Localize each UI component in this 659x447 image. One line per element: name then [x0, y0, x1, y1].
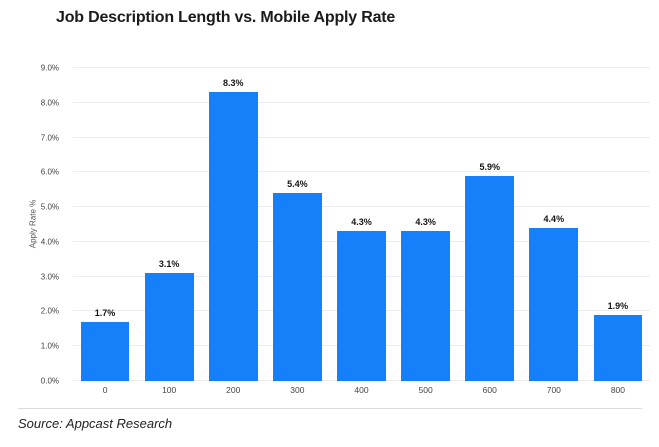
bar-value-label: 5.4%: [287, 179, 308, 190]
gridline: [73, 67, 650, 68]
bar-slot: 4.3%: [329, 68, 393, 381]
bar-value-label: 5.9%: [479, 161, 500, 172]
bar-slot: 1.7%: [73, 68, 137, 381]
bars-container: 1.7% 3.1% 8.3% 5.4% 4.3% 4.3% 5.9% 4.4% 1.9%: [73, 68, 650, 381]
bar: 1.9%: [593, 301, 643, 381]
x-tick-label: 300: [290, 385, 305, 395]
x-tick-label: 100: [162, 385, 177, 395]
bar-value-label: 1.9%: [607, 300, 629, 311]
bar: 4.3%: [337, 217, 386, 381]
x-axis-ticks: 0 100 200 300 400 500 600 700 800: [73, 385, 650, 395]
bar-value-label: 4.3%: [351, 217, 372, 228]
y-axis-ticks: 0.0% 1.0% 2.0% 3.0% 4.0% 5.0% 6.0% 7.0% 8.0% 9.0%: [0, 64, 66, 386]
bar-slot: 4.3%: [394, 68, 458, 381]
bar: 4.4%: [529, 214, 579, 381]
x-tick-label: 500: [418, 385, 433, 395]
chart-title: Job Description Length vs. Mobile Apply …: [56, 9, 396, 26]
gridline: [73, 206, 650, 208]
y-tick-label: 2.0%: [40, 306, 59, 316]
bar-slot: 8.3%: [201, 68, 265, 381]
x-tick-label: 800: [610, 385, 626, 395]
bar: 5.9%: [465, 162, 515, 381]
bar-slot: 4.4%: [522, 68, 586, 381]
x-tick-label: 600: [482, 385, 497, 395]
plot-area: 1.7% 3.1% 8.3% 5.4% 4.3% 4.3% 5.9% 4.4% 1.9%: [73, 67, 650, 381]
bar: 4.3%: [401, 217, 450, 381]
divider: [18, 408, 642, 409]
bar-value-label: 1.7%: [94, 307, 116, 318]
y-tick-label: 5.0%: [40, 202, 59, 212]
bar-value-label: 4.3%: [415, 217, 436, 228]
gridline: [73, 136, 650, 138]
y-tick-label: 3.0%: [40, 272, 59, 282]
x-tick-label: 400: [354, 385, 369, 395]
bar-slot: 1.9%: [586, 68, 650, 381]
bar-value-label: 4.4%: [543, 213, 565, 224]
y-tick-label: 4.0%: [40, 237, 59, 247]
y-tick-label: 8.0%: [40, 98, 59, 108]
y-tick-label: 7.0%: [40, 133, 59, 143]
bar: 1.7%: [80, 308, 130, 381]
gridline: [73, 171, 650, 173]
y-tick-label: 0.0%: [40, 376, 59, 386]
gridline: [73, 101, 650, 103]
bar-value-label: 8.3%: [223, 78, 244, 89]
bar-slot: 5.9%: [458, 68, 522, 381]
bar: 8.3%: [208, 78, 258, 381]
y-tick-label: 1.0%: [40, 341, 59, 351]
bar-slot: 3.1%: [137, 68, 201, 381]
x-tick-label: 700: [546, 385, 561, 395]
bar-slot: 5.4%: [265, 68, 329, 381]
bar-value-label: 3.1%: [158, 259, 180, 270]
y-tick-label: 9.0%: [40, 63, 59, 73]
bar: 3.1%: [144, 259, 194, 381]
x-tick-label: 200: [226, 385, 241, 395]
source-text: Source: Appcast Research: [18, 416, 173, 431]
bar: 5.4%: [273, 179, 322, 381]
y-tick-label: 6.0%: [40, 167, 59, 177]
x-tick-label: 0: [102, 385, 108, 395]
